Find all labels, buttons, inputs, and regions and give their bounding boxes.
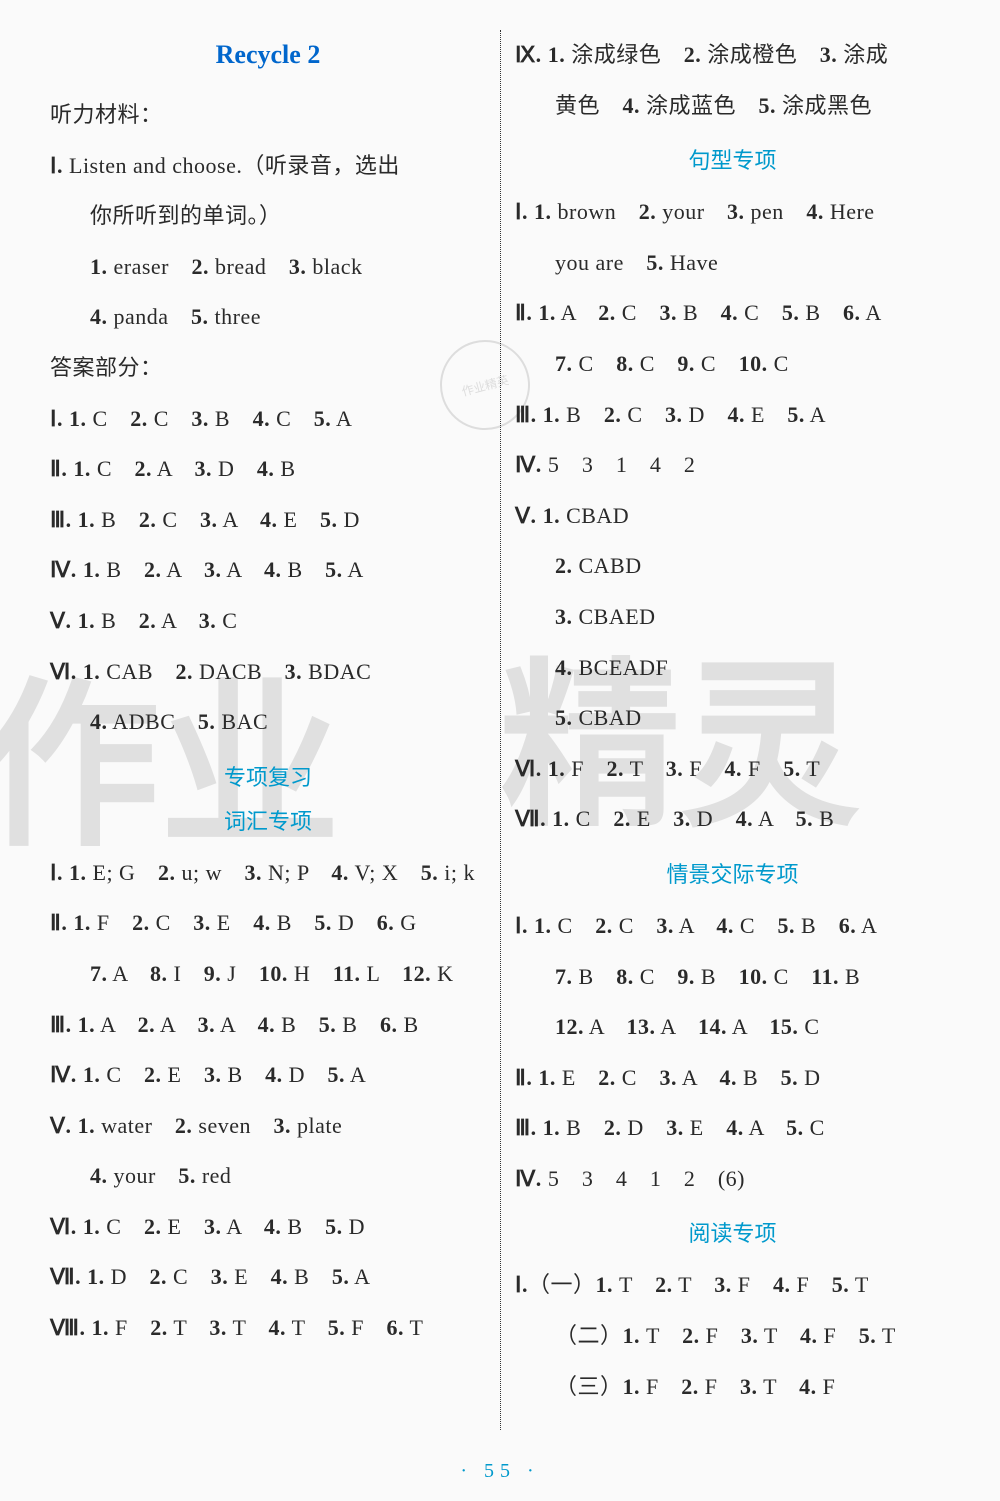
- answer-line: Ⅱ. 1. E 2. C 3. A 4. B 5. D: [515, 1053, 950, 1104]
- answer-line: Ⅵ. 1. C 2. E 3. A 4. B 5. D: [50, 1202, 486, 1253]
- left-column: Recycle 2 听力材料：Ⅰ. Listen and choose.（听录音…: [40, 30, 500, 1430]
- answer-line: Ⅱ. 1. F 2. C 3. E 4. B 5. D 6. G: [50, 898, 486, 949]
- answer-line: 4. BCEADF: [515, 643, 950, 694]
- section-reading: 阅读专项: [515, 1216, 950, 1248]
- answer-line: Ⅰ. 1. C 2. C 3. B 4. C 5. A: [50, 394, 486, 445]
- answer-line: 3. CBAED: [515, 592, 950, 643]
- answer-line: 12. A 13. A 14. A 15. C: [515, 1002, 950, 1053]
- answer-line: Ⅵ. 1. CAB 2. DACB 3. BDAC: [50, 647, 486, 698]
- right-lines-block4: Ⅰ.（一）1. T 2. T 3. F 4. F 5. T（二）1. T 2. …: [515, 1260, 950, 1412]
- answer-line: 听力材料：: [50, 90, 486, 141]
- answer-line: Ⅲ. 1. B 2. C 3. A 4. E 5. D: [50, 495, 486, 546]
- answer-line: 5. CBAD: [515, 693, 950, 744]
- left-lines-block2: Ⅰ. 1. E; G 2. u; w 3. N; P 4. V; X 5. i;…: [50, 848, 486, 1354]
- recycle-title: Recycle 2: [50, 40, 486, 70]
- section-situational: 情景交际专项: [515, 857, 950, 889]
- section-review: 专项复习: [50, 760, 486, 792]
- answer-line: Ⅴ. 1. water 2. seven 3. plate: [50, 1101, 486, 1152]
- answer-line: Ⅰ. 1. E; G 2. u; w 3. N; P 4. V; X 5. i;…: [50, 848, 486, 899]
- answer-line: （三）1. F 2. F 3. T 4. F: [515, 1362, 950, 1413]
- answer-line: Ⅳ. 5 3 1 4 2: [515, 440, 950, 491]
- answer-line: 你所听到的单词。）: [50, 191, 486, 242]
- right-lines-block2: Ⅰ. 1. brown 2. your 3. pen 4. Hereyou ar…: [515, 187, 950, 845]
- right-lines-block3: Ⅰ. 1. C 2. C 3. A 4. C 5. B 6. A7. B 8. …: [515, 901, 950, 1205]
- answer-line: Ⅵ. 1. F 2. T 3. F 4. F 5. T: [515, 744, 950, 795]
- answer-line: 答案部分：: [50, 343, 486, 394]
- answer-line: 7. C 8. C 9. C 10. C: [515, 339, 950, 390]
- answer-line: Ⅳ. 1. B 2. A 3. A 4. B 5. A: [50, 545, 486, 596]
- answer-line: 4. panda 5. three: [50, 292, 486, 343]
- answer-line: 4. your 5. red: [50, 1151, 486, 1202]
- answer-line: Ⅰ.（一）1. T 2. T 3. F 4. F 5. T: [515, 1260, 950, 1311]
- answer-line: Ⅱ. 1. C 2. A 3. D 4. B: [50, 444, 486, 495]
- answer-line: 7. B 8. C 9. B 10. C 11. B: [515, 952, 950, 1003]
- answer-line: Ⅲ. 1. B 2. D 3. E 4. A 5. C: [515, 1103, 950, 1154]
- section-vocab: 词汇专项: [50, 804, 486, 836]
- answer-line: 1. eraser 2. bread 3. black: [50, 242, 486, 293]
- answer-line: Ⅶ. 1. D 2. C 3. E 4. B 5. A: [50, 1252, 486, 1303]
- answer-line: 4. ADBC 5. BAC: [50, 697, 486, 748]
- answer-line: Ⅲ. 1. A 2. A 3. A 4. B 5. B 6. B: [50, 1000, 486, 1051]
- page-number: · 55 ·: [0, 1460, 1000, 1483]
- right-column: Ⅸ. 1. 涂成绿色 2. 涂成橙色 3. 涂成黄色 4. 涂成蓝色 5. 涂成…: [500, 30, 960, 1430]
- answer-line: Ⅱ. 1. A 2. C 3. B 4. C 5. B 6. A: [515, 288, 950, 339]
- answer-line: Ⅰ. Listen and choose.（听录音，选出: [50, 141, 486, 192]
- answer-line: you are 5. Have: [515, 238, 950, 289]
- left-lines-block1: 听力材料：Ⅰ. Listen and choose.（听录音，选出你所听到的单词…: [50, 90, 486, 748]
- answer-line: Ⅰ. 1. brown 2. your 3. pen 4. Here: [515, 187, 950, 238]
- answer-line: 黄色 4. 涂成蓝色 5. 涂成黑色: [515, 81, 950, 132]
- answer-line: Ⅳ. 1. C 2. E 3. B 4. D 5. A: [50, 1050, 486, 1101]
- answer-line: Ⅲ. 1. B 2. C 3. D 4. E 5. A: [515, 390, 950, 441]
- answer-line: 2. CABD: [515, 541, 950, 592]
- answer-line: Ⅸ. 1. 涂成绿色 2. 涂成橙色 3. 涂成: [515, 30, 950, 81]
- answer-line: Ⅶ. 1. C 2. E 3. D 4. A 5. B: [515, 794, 950, 845]
- answer-line: Ⅳ. 5 3 4 1 2 (6): [515, 1154, 950, 1205]
- right-lines-block1: Ⅸ. 1. 涂成绿色 2. 涂成橙色 3. 涂成黄色 4. 涂成蓝色 5. 涂成…: [515, 30, 950, 131]
- answer-line: Ⅴ. 1. B 2. A 3. C: [50, 596, 486, 647]
- answer-line: Ⅷ. 1. F 2. T 3. T 4. T 5. F 6. T: [50, 1303, 486, 1354]
- answer-line: （二）1. T 2. F 3. T 4. F 5. T: [515, 1311, 950, 1362]
- answer-line: 7. A 8. I 9. J 10. H 11. L 12. K: [50, 949, 486, 1000]
- page-content: Recycle 2 听力材料：Ⅰ. Listen and choose.（听录音…: [0, 0, 1000, 1450]
- answer-line: Ⅴ. 1. CBAD: [515, 491, 950, 542]
- answer-line: Ⅰ. 1. C 2. C 3. A 4. C 5. B 6. A: [515, 901, 950, 952]
- section-sentence: 句型专项: [515, 143, 950, 175]
